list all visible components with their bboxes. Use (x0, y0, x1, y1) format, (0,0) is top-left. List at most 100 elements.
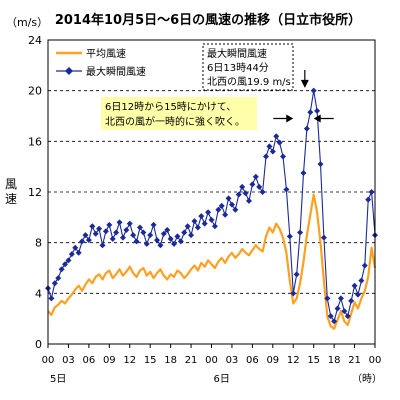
max-gust-point (361, 262, 368, 269)
max-gust-point (351, 282, 358, 289)
max-gust-point (188, 232, 195, 239)
max-gust-point (269, 148, 276, 155)
y-axis-label: 風速 (5, 177, 17, 206)
callout-line-2: 北西の風が一時的に強く吹く。 (105, 115, 245, 128)
max-gust-point (297, 229, 304, 236)
max-gust-point (263, 153, 269, 160)
series-line-avg (47, 193, 377, 330)
max-gust-point (96, 225, 103, 232)
x-tick-label: 21 (348, 355, 361, 366)
max-gust-point (157, 242, 164, 249)
y-axis-label-char: 風 (5, 177, 17, 191)
max-gust-point (164, 227, 171, 233)
x-tick-label: 03 (62, 355, 75, 366)
max-gust-point (109, 235, 116, 242)
chart-title: 2014年10月5日～6日の風速の推移（日立市役所） (55, 12, 361, 28)
max-gust-point (317, 161, 324, 168)
max-gust-frame (202, 43, 294, 91)
max-gust-point (222, 211, 229, 218)
callout: 6日12時から15時にかけて、 北西の風が一時的に強く吹く。 (101, 97, 257, 130)
max-arrow-head (300, 79, 309, 88)
x-tick-label: 03 (226, 355, 239, 366)
x-tick-label: 12 (287, 355, 300, 366)
max-gust-point (48, 295, 55, 302)
max-gust-point (252, 173, 259, 180)
x-tick-label: 09 (103, 355, 116, 366)
max-gust-point (167, 235, 174, 242)
max-gust-point (218, 202, 225, 209)
max-gust-point (177, 238, 184, 245)
callout-box (101, 97, 257, 130)
x-tick-label: 09 (266, 355, 279, 366)
max-gust-point (368, 189, 375, 195)
y-axis-label-char: 速 (5, 192, 17, 206)
max-gust-point (242, 190, 249, 197)
max-gust-point (324, 295, 331, 302)
max-gust-point (143, 240, 150, 247)
max-gust-point (154, 237, 160, 244)
y-tick-label: 20 (28, 85, 42, 98)
y-unit-label: （m/s） (6, 16, 48, 29)
max-gust-point (225, 195, 232, 202)
max-gust-point (102, 228, 109, 235)
max-gust-point (208, 216, 215, 223)
max-gust-point (181, 229, 188, 236)
plot-frame (47, 39, 376, 345)
max-gust-point (276, 139, 283, 146)
max-gust-point (259, 189, 266, 195)
max-gust-point (65, 257, 72, 264)
max-gust-point (126, 220, 133, 227)
y-tick-label: 12 (28, 186, 42, 199)
legend-marker-max (65, 67, 73, 75)
y-tick-label: 4 (35, 287, 42, 300)
legend-label-max: 最大瞬間風速 (86, 65, 146, 78)
max-gust-point (85, 237, 92, 244)
max-gust-point (116, 219, 123, 226)
max-gust-point (256, 183, 263, 190)
max-gust-point (300, 170, 307, 176)
max-gust-point (286, 233, 293, 240)
max-gust-point (249, 181, 256, 188)
max-gust-point (283, 186, 290, 193)
max-gust-point (228, 201, 235, 208)
max-gust-point (344, 313, 351, 320)
max-gust-point (106, 221, 113, 228)
max-gust-point (310, 87, 317, 94)
max-gust-point (201, 220, 208, 227)
x-tick-label: 15 (307, 355, 320, 366)
max-gust-point (82, 232, 89, 239)
day-label: 6日 (214, 374, 230, 385)
max-gust-arrow (300, 70, 309, 88)
max-gust-point (341, 308, 348, 315)
y-tick-label: 8 (35, 237, 42, 250)
max-gust-point (245, 197, 252, 204)
max-gust-point (79, 238, 86, 245)
y-tick-label: 24 (28, 34, 42, 47)
max-gust-point (140, 229, 147, 236)
max-gust-point (133, 238, 140, 245)
max-gust-point (160, 230, 167, 237)
x-tick-label: 00 (42, 355, 55, 366)
max-gust-point (307, 109, 314, 116)
max-gust-point (136, 224, 143, 231)
span-arrow-left-head (286, 114, 294, 123)
max-gust-point (232, 206, 239, 213)
x-unit-label: （時） (352, 373, 382, 385)
max-gust-point (130, 232, 137, 239)
callout-line-1: 6日12時から15時にかけて、 (105, 101, 236, 113)
max-gust-line-3: 北西の風19.9 m/s (207, 76, 291, 88)
max-gust-point (89, 223, 96, 230)
max-gust-point (266, 143, 273, 150)
max-gust-point (119, 234, 126, 241)
max-gust-point (147, 232, 154, 239)
max-gust-point (92, 230, 99, 237)
x-tick-label: 18 (164, 355, 177, 366)
max-gust-point (174, 233, 181, 240)
max-gust-point (72, 244, 79, 251)
legend: 平均風速 最大瞬間風速 (51, 43, 161, 81)
max-gust-point (293, 271, 300, 278)
x-tick-label: 12 (123, 355, 136, 366)
max-gust-point (99, 242, 106, 249)
max-gust-point (58, 266, 65, 273)
max-gust-point (303, 125, 310, 132)
